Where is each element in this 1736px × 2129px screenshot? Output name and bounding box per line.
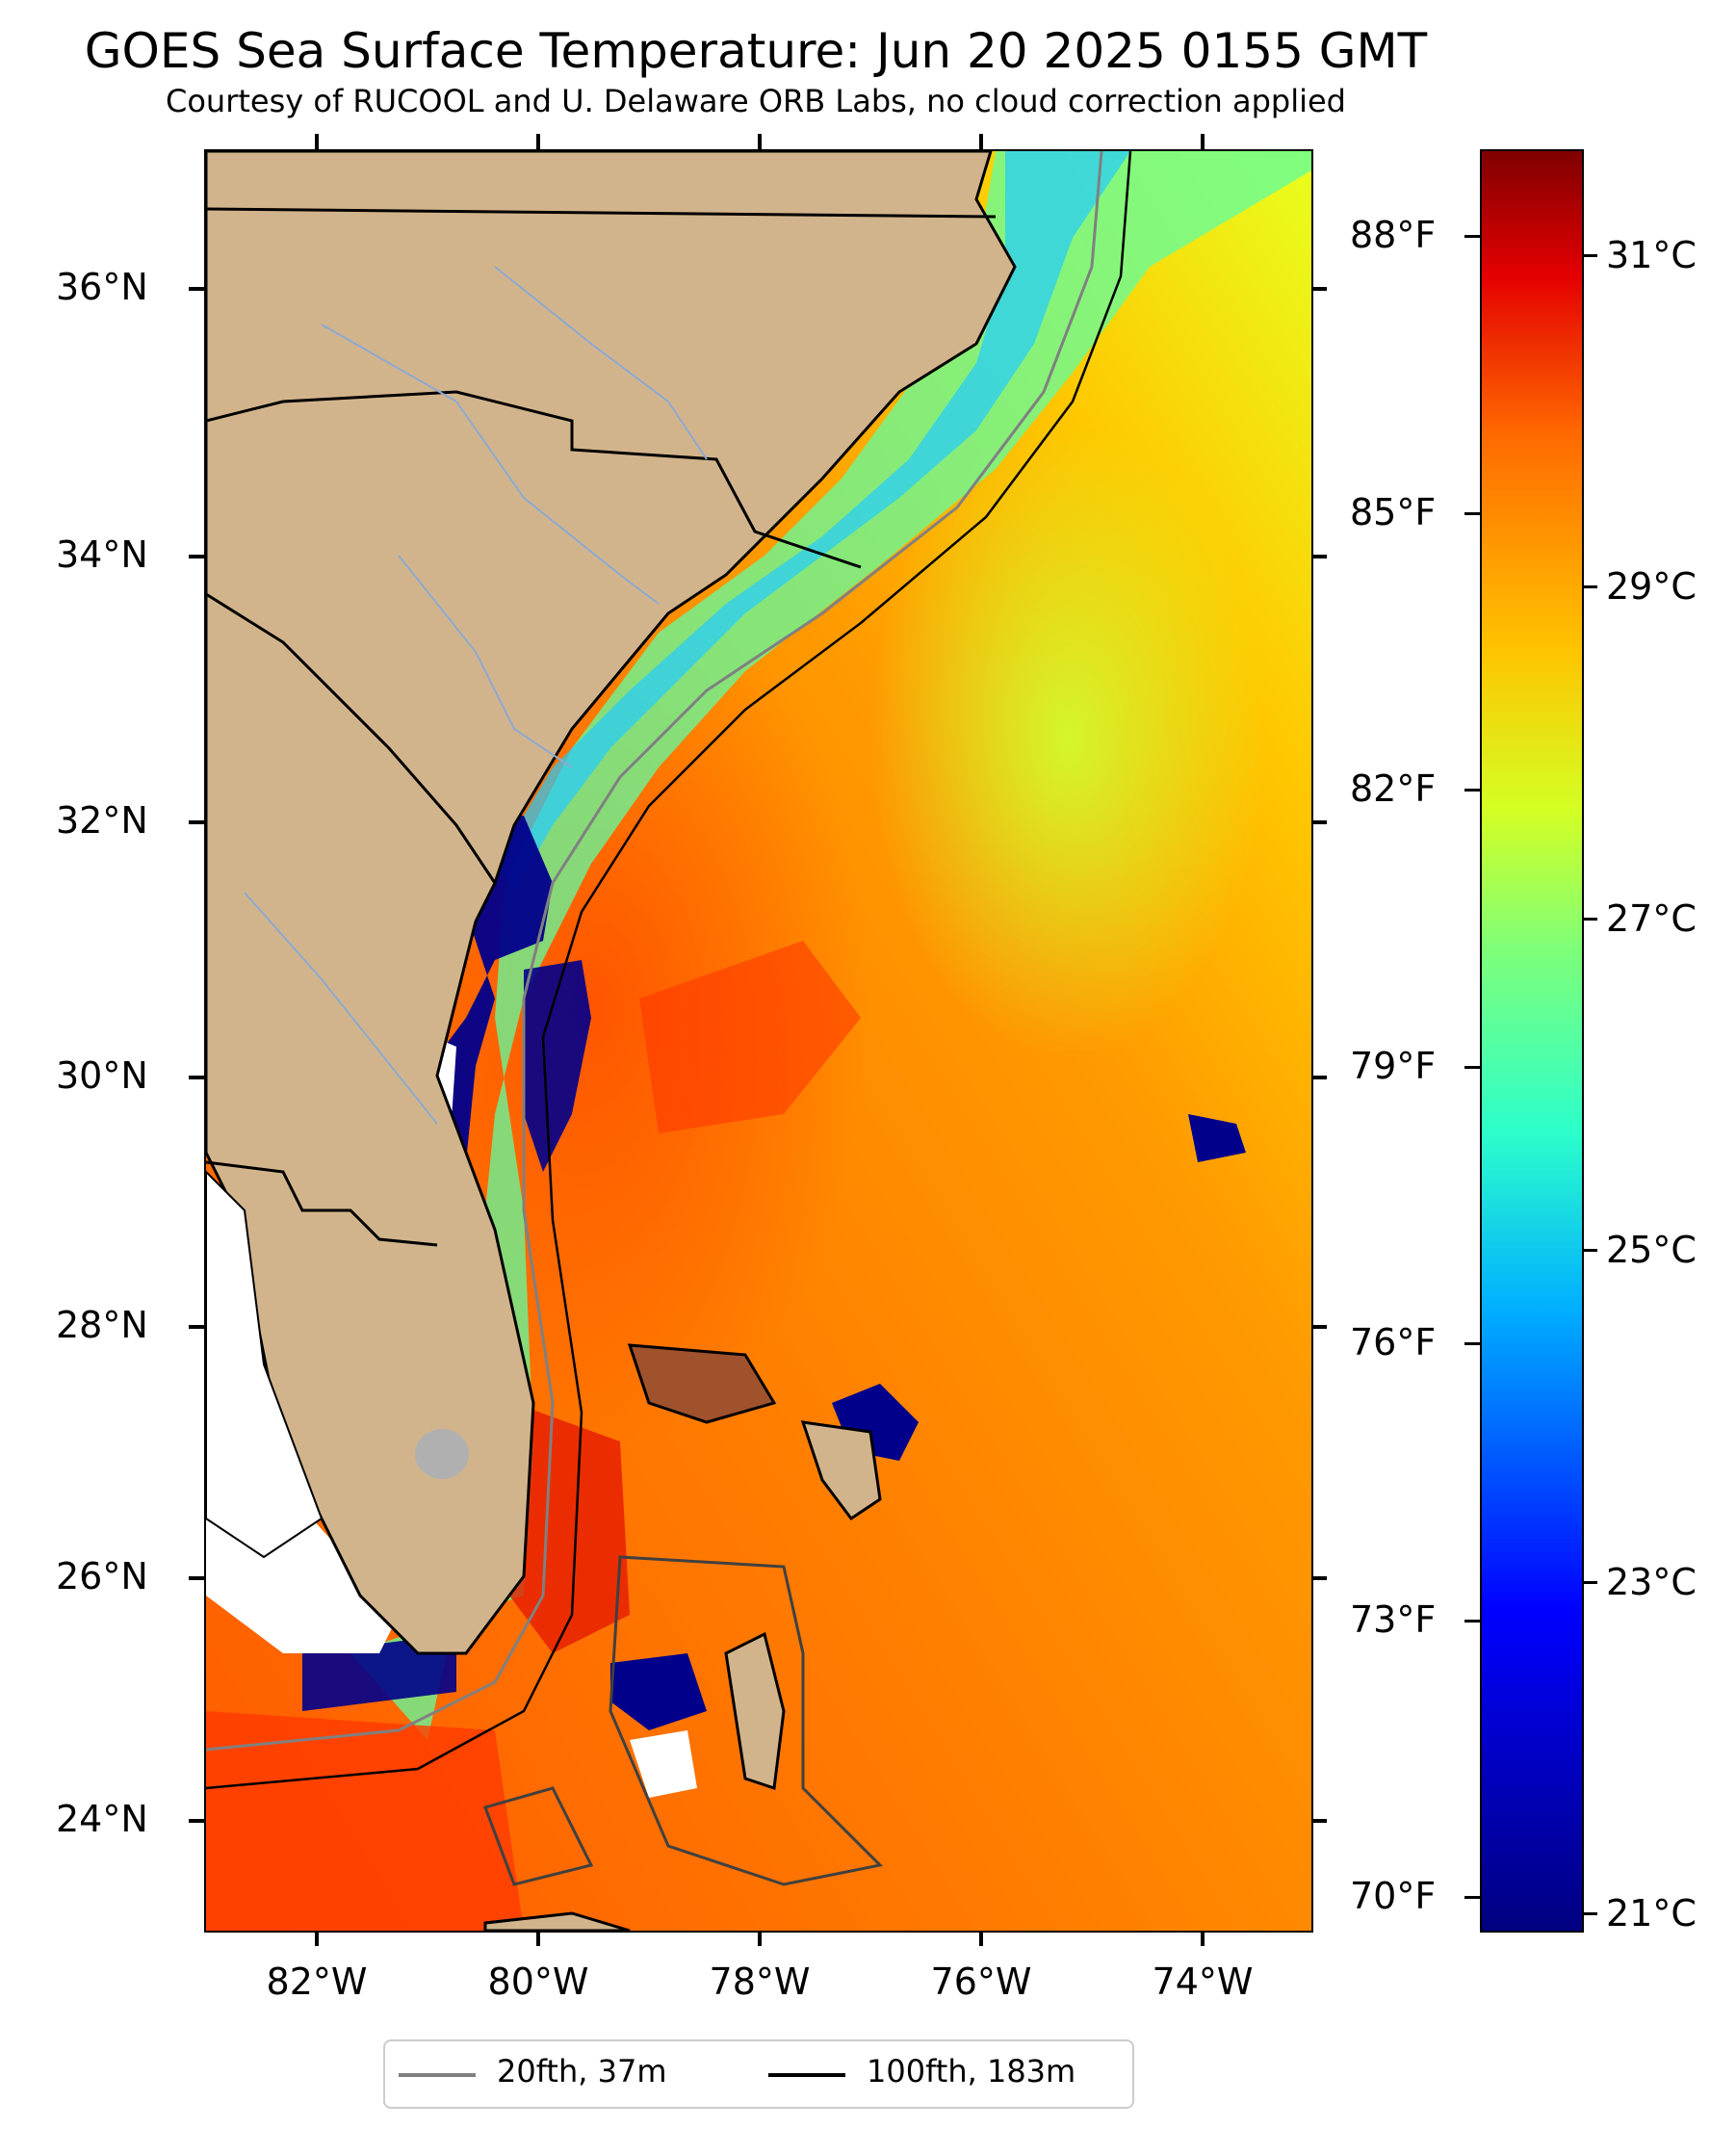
lat-tick-32 <box>189 820 204 824</box>
lat-label-26: 26°N <box>56 1555 148 1597</box>
lon-tick-76 <box>979 1931 983 1946</box>
river-3 <box>244 892 438 1125</box>
right-tick-28 <box>1311 1325 1327 1329</box>
right-tick-32 <box>1311 820 1327 824</box>
f-label-70: 70°F <box>1350 1875 1437 1917</box>
sst-map-canvas <box>206 151 1311 1931</box>
contour-cay-sal <box>483 1786 594 1886</box>
cold-patch-south <box>610 1653 707 1730</box>
c-label-31: 31°C <box>1606 234 1697 276</box>
top-tick-76 <box>979 134 983 149</box>
shelf-water-cool <box>350 151 1311 1740</box>
colorbar-c-tick-31 <box>1582 254 1597 257</box>
lon-label-80: 80°W <box>487 1960 589 2003</box>
f-label-85: 85°F <box>1350 491 1437 533</box>
lat-tick-26 <box>189 1576 204 1580</box>
cloud-bahamas <box>630 1730 697 1798</box>
gulf-water <box>206 1170 324 1559</box>
colorbar-c-tick-21 <box>1582 1912 1597 1915</box>
colorbar-f-tick-82 <box>1464 789 1480 792</box>
legend-label-100fth: 100fth, 183m <box>867 2053 1076 2090</box>
lat-tick-36 <box>189 287 204 291</box>
shelf-water-cyan <box>495 151 1130 893</box>
river-2 <box>398 555 573 768</box>
colorbar-c-tick-25 <box>1582 1249 1597 1252</box>
lon-label-82: 82°W <box>266 1960 368 2003</box>
legend-swatch-100fth <box>768 2073 845 2077</box>
f-label-88: 88°F <box>1350 214 1437 256</box>
f-label-82: 82°F <box>1350 767 1437 810</box>
land-mainland <box>206 151 1017 1655</box>
page-title: GOES Sea Surface Temperature: Jun 20 202… <box>84 23 1428 79</box>
colorbar-f-tick-88 <box>1464 235 1480 238</box>
island-andros <box>724 1631 786 1791</box>
sst-map <box>204 149 1313 1933</box>
lon-label-78: 78°W <box>709 1960 811 2003</box>
contour-legend: 20fth, 37m 100fth, 183m <box>383 2039 1134 2109</box>
state-line-nc-sc <box>206 390 862 569</box>
top-tick-82 <box>315 134 319 149</box>
colorbar-f-tick-73 <box>1464 1620 1480 1623</box>
f-label-76: 76°F <box>1350 1321 1437 1363</box>
lat-tick-34 <box>189 555 204 558</box>
island-cuba-edge <box>483 1911 631 1931</box>
top-tick-80 <box>536 134 540 149</box>
right-tick-34 <box>1311 555 1327 558</box>
colorbar-c-tick-23 <box>1582 1581 1597 1584</box>
contour-20fth <box>206 151 1103 1752</box>
lat-label-24: 24°N <box>56 1798 148 1840</box>
lat-label-28: 28°N <box>56 1304 148 1346</box>
f-label-73: 73°F <box>1350 1598 1437 1641</box>
state-line-ga-fl <box>206 1160 438 1247</box>
lat-label-36: 36°N <box>56 266 148 308</box>
colorbar-f-tick-85 <box>1464 512 1480 515</box>
lon-tick-78 <box>758 1931 762 1946</box>
c-label-25: 25°C <box>1606 1229 1697 1271</box>
river-1 <box>321 324 660 605</box>
lon-tick-80 <box>536 1931 540 1946</box>
colorbar-f-tick-79 <box>1464 1066 1480 1069</box>
contour-bahamas-bank <box>609 1555 884 1886</box>
lon-label-76: 76°W <box>930 1960 1032 2003</box>
contour-100fth <box>206 151 1132 1790</box>
c-label-21: 21°C <box>1606 1892 1697 1934</box>
page-subtitle: Courtesy of RUCOOL and U. Delaware ORB L… <box>166 83 1346 119</box>
colorbar-c-tick-29 <box>1582 585 1597 588</box>
temperature-colorbar <box>1480 149 1584 1933</box>
lat-tick-24 <box>189 1819 204 1823</box>
state-line-sc-ga <box>206 592 497 884</box>
warm-patch-straits <box>206 1711 524 1931</box>
cold-patch-far-east <box>1188 1114 1246 1162</box>
right-tick-30 <box>1311 1076 1327 1079</box>
cold-patch-offshore <box>524 960 591 1172</box>
legend-label-20fth: 20fth, 37m <box>497 2053 667 2090</box>
state-line-va-nc <box>206 207 997 219</box>
lat-label-32: 32°N <box>56 799 148 842</box>
colorbar-f-tick-76 <box>1464 1342 1480 1345</box>
lat-label-34: 34°N <box>56 533 148 576</box>
c-label-27: 27°C <box>1606 897 1697 940</box>
island-grand-bahama <box>627 1343 777 1424</box>
f-label-79: 79°F <box>1350 1045 1437 1087</box>
legend-swatch-20fth <box>399 2073 476 2077</box>
lon-label-74: 74°W <box>1152 1960 1254 2003</box>
lat-tick-30 <box>189 1076 204 1079</box>
river-4 <box>494 266 708 460</box>
top-tick-74 <box>1201 134 1205 149</box>
lon-tick-82 <box>315 1931 319 1946</box>
right-tick-24 <box>1311 1819 1327 1823</box>
warm-patch-center <box>639 941 861 1133</box>
top-tick-78 <box>758 134 762 149</box>
island-abaco <box>800 1420 882 1521</box>
right-tick-26 <box>1311 1576 1327 1580</box>
c-label-23: 23°C <box>1606 1561 1697 1603</box>
colorbar-c-tick-27 <box>1582 918 1597 921</box>
c-label-29: 29°C <box>1606 565 1697 608</box>
lake-okeechobee <box>415 1429 469 1479</box>
lat-label-30: 30°N <box>56 1054 148 1097</box>
lat-tick-28 <box>189 1325 204 1329</box>
right-tick-36 <box>1311 287 1327 291</box>
lon-tick-74 <box>1201 1931 1205 1946</box>
colorbar-f-tick-70 <box>1464 1896 1480 1899</box>
